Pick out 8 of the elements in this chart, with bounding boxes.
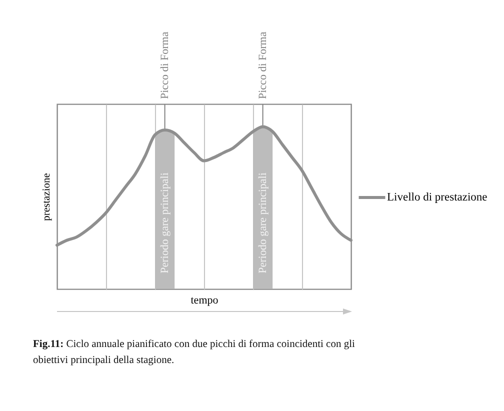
x-axis-title: tempo [190, 294, 219, 306]
series-label: Periodo gare principali [158, 172, 171, 274]
legend-label: Livello di prestazione [387, 192, 488, 204]
series-label: Periodo gare principali [256, 172, 269, 274]
y-axis-title: prestazione [42, 172, 52, 221]
annotation: Picco di Forma [256, 32, 269, 99]
annotation: Picco di Forma [158, 32, 171, 99]
caption: Fig.11: Ciclo annuale pianificato con due picchi di forma coincidenti con gli obiettivi principali della stagione. [33, 338, 356, 368]
